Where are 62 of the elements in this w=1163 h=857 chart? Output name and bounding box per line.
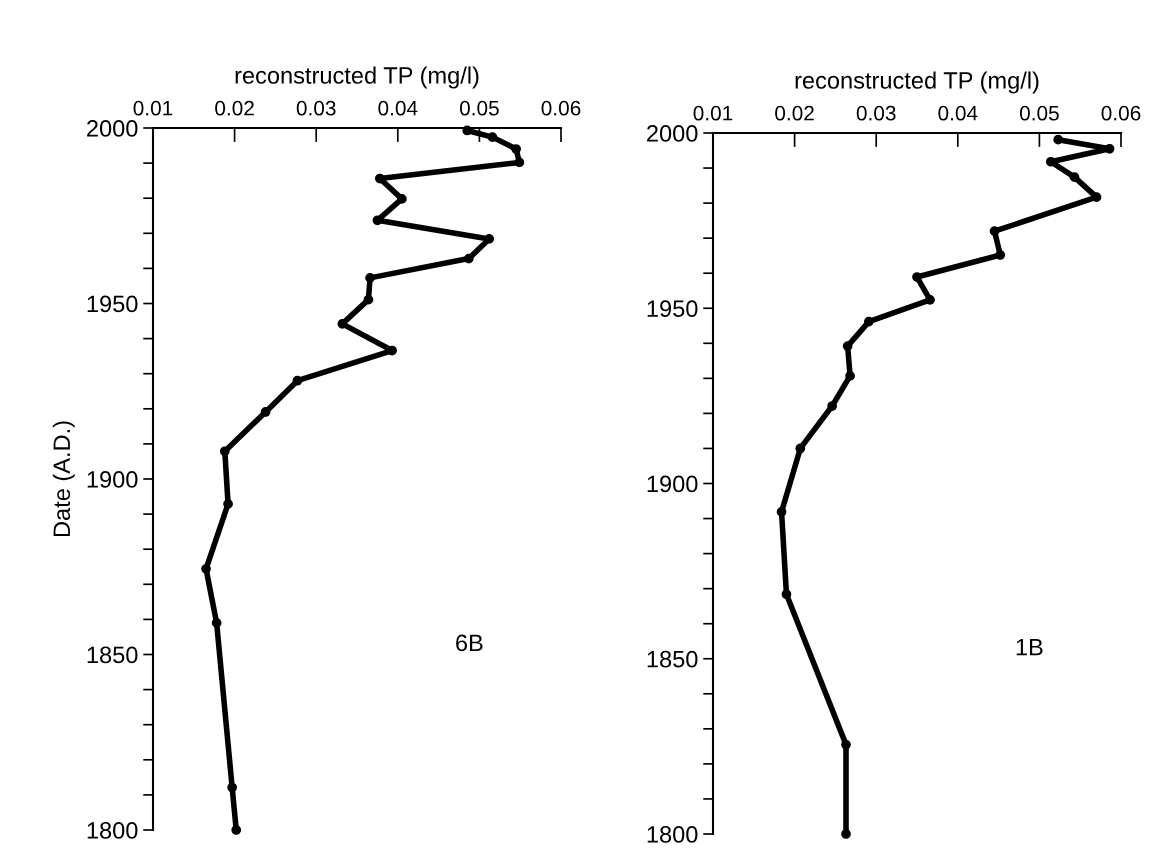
x-axis-title: reconstructed TP (mg/l) [235, 66, 479, 89]
point [397, 194, 407, 204]
x-tick-label: 0.02 [775, 105, 814, 121]
x-tick-label: 0.03 [856, 105, 896, 121]
point [201, 563, 211, 574]
x-tick-label: 0.04 [378, 100, 418, 116]
point [863, 316, 874, 327]
y-tick-label: 1850 [647, 650, 698, 668]
point [781, 589, 792, 600]
x-tick-label: 0.01 [133, 100, 173, 116]
x-tick-label: 0.05 [459, 100, 499, 116]
x-tick-label: 0.06 [541, 100, 581, 116]
point [463, 253, 474, 264]
point [1053, 134, 1064, 145]
point [292, 375, 303, 386]
point [227, 782, 238, 793]
y-tick-label: 2000 [647, 125, 698, 142]
x-tick-label: 0.01 [693, 105, 733, 121]
y-tick-label: 1900 [647, 475, 698, 493]
point [223, 499, 233, 509]
x-tick-label: 0.04 [938, 105, 978, 121]
point [363, 294, 374, 305]
x-axis-title: reconstructed TP (mg/l) [795, 71, 1039, 94]
point [912, 272, 922, 282]
x-tick-label: 0.06 [1101, 105, 1141, 121]
point [845, 371, 855, 381]
y-tick-label: 1800 [87, 822, 138, 839]
point [219, 446, 230, 457]
point [337, 318, 348, 329]
point [795, 443, 806, 454]
point [989, 226, 1000, 237]
point [211, 618, 222, 628]
x-tick-label: 0.02 [215, 100, 254, 116]
point [487, 132, 498, 142]
y-axis-title: Date (A.D.) [52, 421, 75, 537]
point [484, 234, 495, 244]
y-tick-label: 1850 [87, 646, 138, 664]
annotation: 1B [1016, 639, 1043, 656]
point [1069, 172, 1080, 183]
point [776, 507, 787, 517]
point [365, 273, 375, 283]
x-tick-label: 0.03 [296, 100, 336, 116]
point [841, 739, 851, 750]
point [842, 341, 853, 351]
y-tick-label: 1950 [647, 300, 698, 318]
point [1104, 143, 1115, 154]
x-tick-label: 0.05 [1019, 105, 1059, 121]
y-tick-label: 1900 [87, 471, 138, 488]
point [374, 173, 385, 184]
point [1045, 156, 1056, 167]
y-tick-label: 1950 [87, 295, 138, 313]
point [514, 157, 525, 168]
point [925, 294, 935, 305]
point [260, 407, 271, 417]
annotation: 6B [456, 634, 483, 652]
point [995, 250, 1006, 260]
y-tick-label: 1800 [647, 826, 698, 843]
point [231, 825, 242, 835]
point [841, 829, 851, 839]
point [827, 401, 837, 411]
y-tick-label: 2000 [87, 120, 138, 137]
point [511, 144, 521, 154]
